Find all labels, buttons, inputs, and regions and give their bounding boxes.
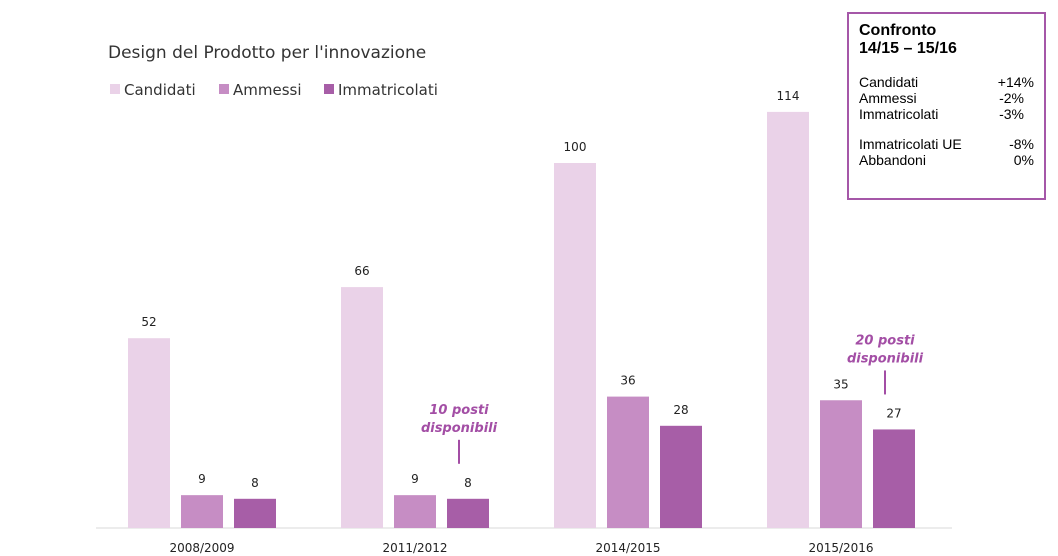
value-label: 9 bbox=[198, 472, 206, 486]
comparison-row-candidati: Candidati +14% bbox=[859, 74, 1034, 90]
comparison-value: 0% bbox=[1013, 152, 1034, 168]
bar-immatricolati-2014-2015 bbox=[660, 425, 702, 528]
value-label: 27 bbox=[886, 406, 901, 420]
comparison-title-line1: Confronto bbox=[859, 22, 937, 39]
legend-label-immatricolati: Immatricolati bbox=[338, 81, 438, 99]
comparison-label: Immatricolati bbox=[859, 106, 939, 122]
comparison-value: -8% bbox=[1009, 136, 1034, 152]
bar-immatricolati-2008-2009 bbox=[234, 498, 276, 528]
comparison-label: Abbandoni bbox=[859, 152, 926, 168]
bar-candidati-2008-2009 bbox=[128, 338, 170, 528]
legend-swatch-ammessi bbox=[219, 84, 229, 94]
comparison-row-abbandoni: Abbandoni 0% bbox=[859, 152, 1034, 168]
comparison-value: +14% bbox=[997, 74, 1034, 90]
annotations: 10 posti disponibili 20 posti disponibili bbox=[421, 333, 924, 464]
comparison-label: Ammessi bbox=[859, 90, 917, 106]
value-label: 8 bbox=[464, 476, 472, 490]
annotation-text: disponibili bbox=[421, 421, 498, 436]
bar-ammessi-2011-2012 bbox=[394, 495, 436, 528]
value-label: 9 bbox=[411, 472, 419, 486]
value-labels: 52 9 8 66 9 8 100 36 28 114 35 27 bbox=[141, 89, 901, 490]
bar-ammessi-2015-2016 bbox=[820, 400, 862, 528]
value-label: 36 bbox=[620, 374, 635, 388]
bar-immatricolati-2015-2016 bbox=[873, 429, 915, 528]
comparison-value: -2% bbox=[999, 90, 1024, 106]
bar-immatricolati-2011-2012 bbox=[447, 498, 489, 528]
comparison-title-line2: 14/15 – 15/16 bbox=[859, 40, 957, 57]
x-tick-label: 2015/2016 bbox=[808, 541, 873, 555]
legend-swatch-candidati bbox=[110, 84, 120, 94]
value-label: 114 bbox=[777, 89, 800, 103]
comparison-label: Immatricolati UE bbox=[859, 136, 962, 152]
comparison-row-immatricolati: Immatricolati -3% bbox=[859, 106, 1034, 122]
comparison-label: Candidati bbox=[859, 74, 919, 90]
x-tick-labels: 2008/2009 2011/2012 2014/2015 2015/2016 bbox=[169, 541, 873, 555]
bars bbox=[128, 111, 915, 529]
value-label: 100 bbox=[564, 140, 587, 154]
legend-label-ammessi: Ammessi bbox=[233, 81, 302, 99]
annotation-text: disponibili bbox=[847, 351, 924, 366]
bar-ammessi-2008-2009 bbox=[181, 495, 223, 528]
comparison-box: Confronto 14/15 – 15/16 Candidati +14% A… bbox=[847, 12, 1046, 200]
value-label: 52 bbox=[141, 315, 156, 329]
bar-candidati-2014-2015 bbox=[554, 163, 596, 528]
x-tick-label: 2014/2015 bbox=[595, 541, 660, 555]
comparison-row-immatricolati-ue: Immatricolati UE -8% bbox=[859, 136, 1034, 152]
value-label: 8 bbox=[251, 476, 259, 490]
comparison-value: -3% bbox=[999, 106, 1024, 122]
legend-swatch-immatricolati bbox=[324, 84, 334, 94]
x-tick-label: 2011/2012 bbox=[382, 541, 447, 555]
legend-label-candidati: Candidati bbox=[124, 81, 196, 99]
value-label: 35 bbox=[833, 377, 848, 391]
value-label: 28 bbox=[673, 403, 688, 417]
bar-ammessi-2014-2015 bbox=[607, 396, 649, 528]
bar-candidati-2011-2012 bbox=[341, 287, 383, 528]
bar-candidati-2015-2016 bbox=[767, 111, 809, 529]
chart-title: Design del Prodotto per l'innovazione bbox=[108, 43, 426, 63]
annotation-text: 10 posti bbox=[429, 403, 489, 418]
annotation-text: 20 posti bbox=[855, 333, 915, 348]
legend: Candidati Ammessi Immatricolati bbox=[110, 81, 438, 99]
comparison-row-ammessi: Ammessi -2% bbox=[859, 90, 1034, 106]
x-tick-label: 2008/2009 bbox=[169, 541, 234, 555]
value-label: 66 bbox=[354, 264, 369, 278]
